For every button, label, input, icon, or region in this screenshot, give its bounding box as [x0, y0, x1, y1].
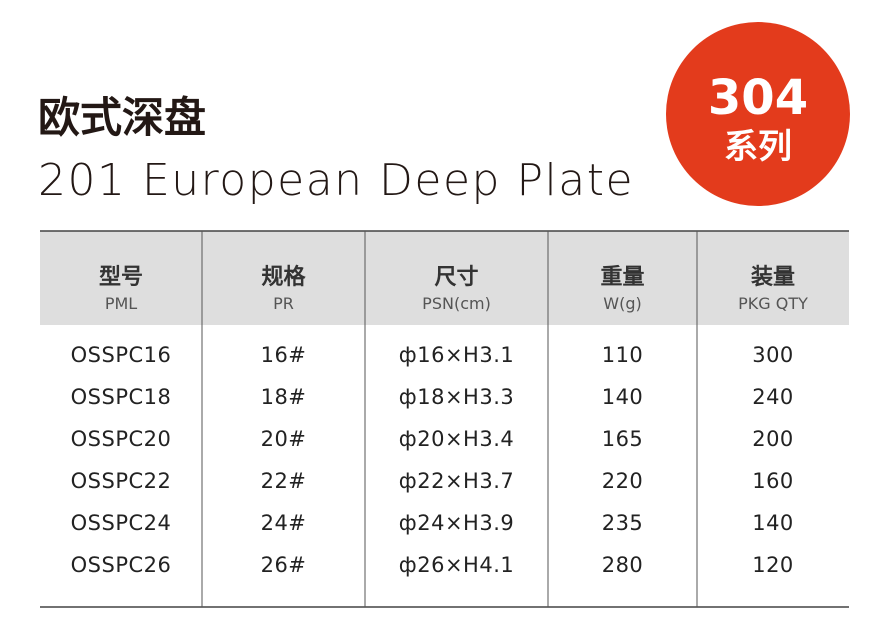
header-en: PR [273, 294, 294, 313]
header-cn: 重量 [600, 265, 644, 290]
cell: 300 [752, 343, 794, 367]
cell: 235 [602, 511, 644, 535]
cell: OSSPC22 [71, 469, 172, 493]
header-en: PSN(cm) [422, 294, 491, 313]
header-cn: 型号 [99, 265, 143, 290]
cell: 24# [261, 511, 307, 535]
cell: 280 [602, 553, 644, 577]
cell: 16# [261, 343, 307, 367]
cell: OSSPC20 [71, 427, 172, 451]
header-cn: 规格 [261, 264, 306, 290]
cell: OSSPC18 [71, 385, 172, 409]
cell: ф18×H3.3 [399, 385, 514, 409]
badge-number: 304 [708, 70, 808, 126]
header-en: W(g) [603, 294, 641, 313]
cell: 140 [602, 385, 644, 409]
cell: 18# [261, 385, 307, 409]
header-cn: 尺寸 [434, 265, 478, 290]
cell: 110 [602, 343, 644, 367]
cell: ф26×H4.1 [399, 553, 514, 577]
header-bg [40, 231, 849, 325]
cell: 240 [752, 385, 794, 409]
cell: 160 [752, 469, 794, 493]
header-en: PKG QTY [738, 294, 808, 313]
cell: ф20×H3.4 [399, 427, 514, 451]
cell: OSSPC26 [71, 553, 172, 577]
cell: ф22×H3.7 [399, 469, 514, 493]
cell: 140 [752, 511, 794, 535]
header-cn: 装量 [751, 265, 795, 290]
cell: 20# [261, 427, 307, 451]
title-cn: 欧式深盘 [38, 93, 206, 142]
cell: ф16×H3.1 [399, 343, 514, 367]
cell: 165 [602, 427, 644, 451]
cell: 220 [602, 469, 644, 493]
cell: 120 [752, 553, 794, 577]
cell: 26# [261, 553, 307, 577]
cell: OSSPC16 [71, 343, 172, 367]
cell: OSSPC24 [71, 511, 172, 535]
title-en: 201 European Deep Plate [38, 155, 634, 206]
badge-text: 系列 [724, 127, 792, 167]
cell: 22# [261, 469, 307, 493]
cell: ф24×H3.9 [399, 511, 514, 535]
header-en: PML [105, 294, 137, 313]
badge-circle [666, 22, 850, 206]
cell: 200 [752, 427, 794, 451]
